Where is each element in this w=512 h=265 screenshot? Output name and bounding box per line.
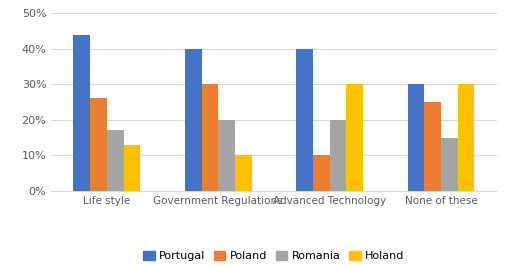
Bar [107, 130, 123, 191]
Bar [74, 34, 90, 191]
Bar [218, 120, 235, 191]
Bar [458, 84, 474, 191]
Legend: Portugal, Poland, Romania, Holand: Portugal, Poland, Romania, Holand [139, 246, 409, 265]
Bar [185, 49, 202, 191]
Bar [90, 99, 107, 191]
Bar [313, 155, 330, 191]
Bar [424, 102, 441, 191]
Bar [346, 84, 363, 191]
Bar [202, 84, 218, 191]
Bar [296, 49, 313, 191]
Bar [235, 155, 252, 191]
Bar [123, 145, 140, 191]
Bar [330, 120, 346, 191]
Bar [408, 84, 424, 191]
Bar [441, 138, 458, 191]
